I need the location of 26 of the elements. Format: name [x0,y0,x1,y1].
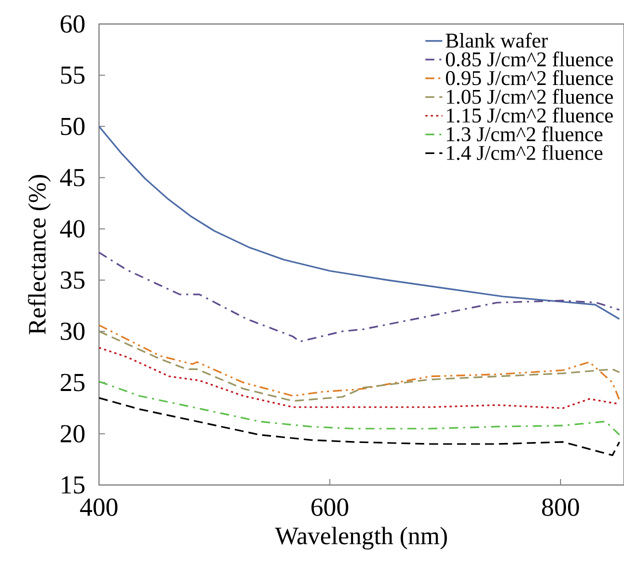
y-axis-title: Reflectance (%) [28,175,51,334]
line-series [99,380,620,436]
legend-label: 1.4 J/cm^2 fluence [447,145,602,160]
y-tick-label: 45 [60,169,84,186]
legend-label: Blank wafer [446,32,548,48]
legend-label: 0.85 J/cm^2 fluence [446,51,613,67]
legend-label: 0.95 J/cm^2 fluence [446,70,613,86]
legend-label: 1.3 J/cm^2 fluence [447,126,602,142]
x-tick-label: 400 [80,498,118,516]
legend-label: 1.05 J/cm^2 fluence [447,88,613,104]
legend-label: 1.15 J/cm^2 fluence [447,108,613,123]
y-tick-label: 40 [60,220,85,238]
y-tick-label: 30 [60,322,85,340]
x-tick-label: 600 [311,498,348,516]
y-tick-label: 20 [60,425,85,442]
line-series [99,252,620,342]
y-tick-label: 15 [62,476,84,494]
y-tick-label: 50 [61,118,85,136]
line-series [99,397,620,456]
x-axis-title: Wavelength (nm) [275,526,447,550]
y-tick-label: 55 [61,66,84,84]
y-tick-label: 35 [60,271,84,289]
y-tick-label: 25 [60,374,84,392]
line-series [99,126,620,320]
y-tick-label: 60 [60,15,85,33]
x-tick-label: 800 [542,498,579,516]
